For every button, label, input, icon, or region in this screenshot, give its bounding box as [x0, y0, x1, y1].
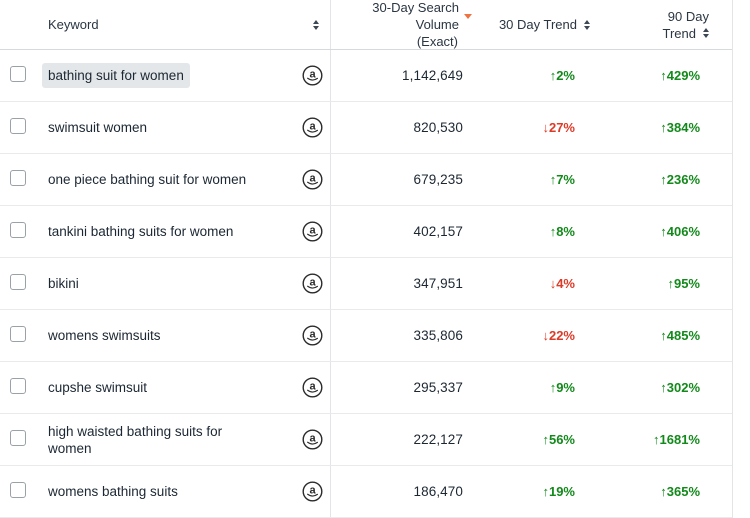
volume-column-header[interactable]: 30-Day Search Volume (Exact) [331, 0, 480, 50]
svg-text:a: a [309, 277, 316, 289]
trend-90d-header-label-line1: 90 Day [667, 8, 709, 24]
svg-text:a: a [309, 69, 316, 81]
trend-30d-value: ↓27% [542, 120, 575, 135]
amazon-icon[interactable]: a [302, 117, 323, 138]
svg-text:a: a [309, 225, 316, 237]
trend-30d-value: ↑19% [542, 484, 575, 499]
trend-30d-value: ↑9% [549, 380, 575, 395]
table-row[interactable]: high waisted bathing suits for women a 2… [0, 414, 732, 466]
volume-header-sublabel: (Exact) [416, 34, 458, 49]
trend-90d-header-label-line2: Trend [662, 25, 696, 41]
table-row[interactable]: womens swimsuits a 335,806 ↓22% ↑485% [0, 310, 732, 362]
amazon-icon[interactable]: a [302, 169, 323, 190]
trend-30d-header-label: 30 Day Trend [498, 17, 577, 32]
amazon-icon[interactable]: a [302, 221, 323, 242]
search-volume-value: 335,806 [413, 328, 463, 343]
amazon-icon[interactable]: a [302, 481, 323, 502]
svg-text:a: a [309, 433, 316, 445]
trend-90d-value: ↑302% [660, 380, 700, 395]
trend-90d-value: ↑1681% [653, 432, 700, 447]
svg-text:a: a [309, 173, 316, 185]
keyword-label: tankini bathing suits for women [48, 224, 234, 239]
trend-90d-value: ↑236% [660, 172, 700, 187]
svg-text:a: a [309, 381, 316, 393]
keyword-label: bathing suit for women [42, 63, 190, 88]
row-checkbox[interactable] [10, 118, 26, 134]
trend-30d-value: ↓22% [542, 328, 575, 343]
search-volume-value: 186,470 [413, 484, 463, 499]
trend-30d-value: ↑56% [542, 432, 575, 447]
table-body: bathing suit for women a 1,142,649 ↑2% ↑… [0, 50, 732, 518]
row-checkbox[interactable] [10, 222, 26, 238]
table-row[interactable]: womens bathing suits a 186,470 ↑19% ↑365… [0, 466, 732, 518]
trend-90d-value: ↑95% [667, 276, 700, 291]
search-volume-value: 295,337 [413, 380, 463, 395]
trend-90d-column-header[interactable]: 90 Day Trend [592, 8, 733, 42]
search-volume-value: 347,951 [413, 276, 463, 291]
sort-descending-icon [464, 13, 472, 19]
keyword-label: one piece bathing suit for women [48, 172, 247, 187]
volume-header-label: 30-Day Search Volume [372, 0, 459, 32]
trend-90d-value: ↑365% [660, 484, 700, 499]
trend-90d-value: ↑384% [660, 120, 700, 135]
table-header: Keyword 30-Day Search Volume (Exact) 30 … [0, 0, 732, 50]
table-row[interactable]: swimsuit women a 820,530 ↓27% ↑384% [0, 102, 732, 154]
search-volume-value: 679,235 [413, 172, 463, 187]
svg-text:a: a [309, 329, 316, 341]
row-checkbox[interactable] [10, 66, 26, 82]
trend-30d-value: ↑7% [549, 172, 575, 187]
table-row[interactable]: one piece bathing suit for women a 679,2… [0, 154, 732, 206]
keyword-column-header[interactable]: Keyword [48, 17, 99, 32]
trend-30d-value: ↑2% [549, 68, 575, 83]
row-checkbox[interactable] [10, 274, 26, 290]
trend-30d-value: ↑8% [549, 224, 575, 239]
amazon-icon[interactable]: a [302, 429, 323, 450]
trend-30d-sort-icon [584, 19, 590, 30]
keyword-sort-icon[interactable] [313, 19, 319, 30]
keyword-label: high waisted bathing suits for women [48, 423, 223, 456]
trend-90d-value: ↑485% [660, 328, 700, 343]
trend-90d-sort-icon [703, 28, 709, 38]
keyword-table: Keyword 30-Day Search Volume (Exact) 30 … [0, 0, 733, 518]
search-volume-value: 820,530 [413, 120, 463, 135]
search-volume-value: 402,157 [413, 224, 463, 239]
row-checkbox[interactable] [10, 430, 26, 446]
row-checkbox[interactable] [10, 326, 26, 342]
amazon-icon[interactable]: a [302, 377, 323, 398]
trend-30d-column-header[interactable]: 30 Day Trend [480, 16, 590, 33]
amazon-icon[interactable]: a [302, 325, 323, 346]
search-volume-value: 1,142,649 [402, 68, 463, 83]
keyword-label: cupshe swimsuit [48, 380, 148, 395]
row-checkbox[interactable] [10, 170, 26, 186]
keyword-label: swimsuit women [48, 120, 148, 135]
row-checkbox[interactable] [10, 378, 26, 394]
amazon-icon[interactable]: a [302, 273, 323, 294]
trend-90d-value: ↑406% [660, 224, 700, 239]
table-row[interactable]: bikini a 347,951 ↓4% ↑95% [0, 258, 732, 310]
table-row[interactable]: bathing suit for women a 1,142,649 ↑2% ↑… [0, 50, 732, 102]
trend-90d-value: ↑429% [660, 68, 700, 83]
keyword-label: bikini [48, 276, 79, 291]
search-volume-value: 222,127 [413, 432, 463, 447]
amazon-icon[interactable]: a [302, 65, 323, 86]
svg-text:a: a [309, 121, 316, 133]
row-checkbox[interactable] [10, 482, 26, 498]
svg-text:a: a [309, 485, 316, 497]
keyword-label: womens bathing suits [48, 484, 178, 499]
keyword-label: womens swimsuits [48, 328, 161, 343]
table-row[interactable]: tankini bathing suits for women a 402,15… [0, 206, 732, 258]
trend-30d-value: ↓4% [549, 276, 575, 291]
table-row[interactable]: cupshe swimsuit a 295,337 ↑9% ↑302% [0, 362, 732, 414]
